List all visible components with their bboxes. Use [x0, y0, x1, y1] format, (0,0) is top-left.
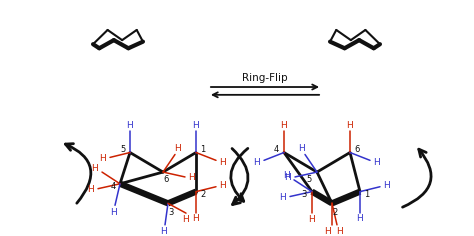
- Text: 2: 2: [332, 208, 337, 217]
- Text: H: H: [127, 121, 133, 130]
- Text: H: H: [192, 121, 200, 130]
- Text: H: H: [325, 227, 331, 236]
- Text: 5: 5: [306, 175, 311, 184]
- Text: H: H: [219, 158, 227, 167]
- Text: H: H: [383, 181, 391, 190]
- Text: Ring-Flip: Ring-Flip: [242, 73, 288, 83]
- Text: H: H: [110, 208, 118, 217]
- Text: H: H: [100, 154, 106, 163]
- Text: H: H: [189, 173, 195, 182]
- Text: H: H: [283, 172, 291, 181]
- Text: 2: 2: [201, 190, 206, 199]
- Text: H: H: [346, 121, 354, 130]
- Text: H: H: [174, 144, 182, 153]
- Text: 5: 5: [120, 145, 126, 154]
- Text: 4: 4: [273, 145, 279, 154]
- Text: 6: 6: [164, 175, 169, 184]
- Text: H: H: [161, 227, 167, 236]
- Text: H: H: [88, 185, 94, 194]
- Text: H: H: [254, 158, 260, 167]
- Text: 3: 3: [168, 208, 173, 217]
- Text: H: H: [299, 144, 305, 153]
- Text: 1: 1: [201, 145, 206, 154]
- Text: 6: 6: [354, 145, 360, 154]
- Text: H: H: [280, 193, 286, 202]
- Text: H: H: [182, 215, 190, 224]
- Text: H: H: [284, 173, 292, 182]
- Text: 4: 4: [110, 182, 116, 191]
- Text: H: H: [337, 227, 343, 236]
- Text: H: H: [91, 164, 99, 173]
- Text: H: H: [192, 215, 200, 223]
- Text: 1: 1: [365, 190, 370, 199]
- Text: H: H: [374, 158, 380, 167]
- Text: H: H: [309, 215, 315, 224]
- Text: H: H: [281, 121, 287, 130]
- Text: 3: 3: [301, 190, 307, 199]
- Text: H: H: [356, 215, 364, 223]
- Text: H: H: [219, 181, 227, 190]
